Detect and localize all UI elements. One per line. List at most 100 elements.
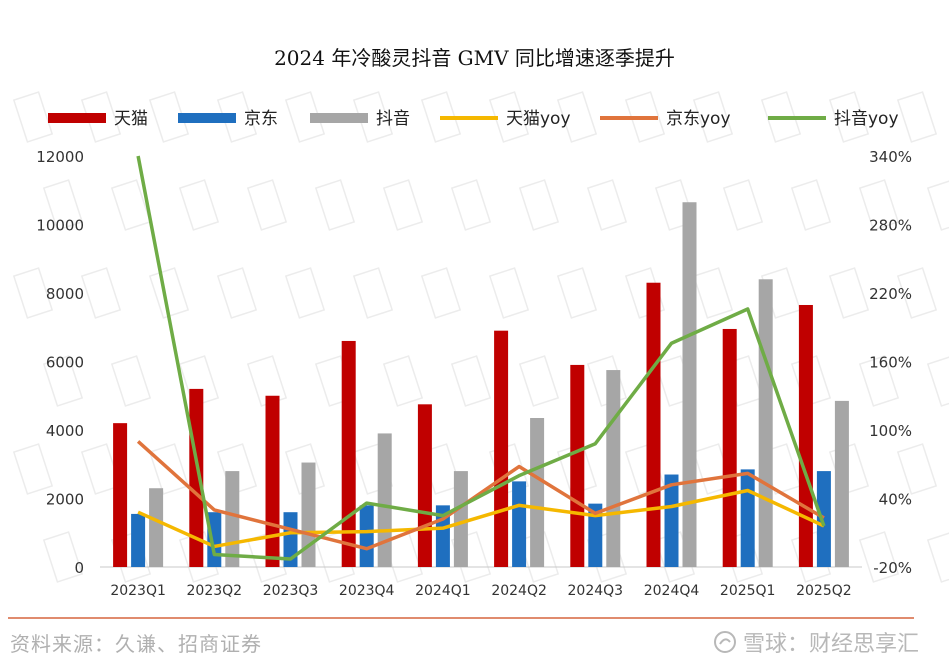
snowball-logo-icon — [713, 631, 736, 653]
watermark-pattern — [760, 91, 802, 143]
bar — [740, 469, 755, 567]
y-left-tick-label: 12000 — [36, 148, 84, 166]
watermark-pattern — [42, 355, 84, 407]
bar — [377, 433, 392, 567]
bar — [301, 462, 316, 567]
source-note: 资料来源：久谦、招商证券 — [10, 632, 262, 656]
legend-label: 抖音yoy — [834, 109, 899, 129]
watermark-pattern — [284, 267, 326, 319]
bar — [722, 328, 737, 567]
watermark-pattern — [178, 179, 220, 231]
watermark-pattern — [790, 179, 832, 231]
legend-swatch — [178, 113, 236, 123]
y-left-tick-label: 2000 — [46, 491, 84, 509]
watermark-pattern — [692, 267, 734, 319]
watermark-pattern — [148, 443, 190, 495]
watermark-pattern — [556, 267, 598, 319]
y-left-tick-label: 6000 — [46, 354, 84, 372]
bar — [834, 400, 849, 567]
bar — [341, 340, 356, 567]
legend-label: 京东 — [244, 109, 278, 129]
footer-divider — [8, 617, 914, 619]
y-left-tick-label: 8000 — [46, 285, 84, 303]
bar — [113, 423, 128, 567]
watermark-pattern — [420, 267, 462, 319]
watermark-pattern — [926, 531, 949, 583]
watermark-pattern — [148, 91, 190, 143]
x-tick-label: 2023Q3 — [263, 583, 319, 599]
x-axis: 2023Q1 2023Q2 2023Q3 2023Q4 2024Q1 2024Q2 2024… — [100, 566, 862, 599]
series-line — [136, 440, 825, 551]
legend-label: 抖音 — [376, 109, 410, 129]
series-line — [136, 155, 826, 561]
watermark-pattern — [722, 179, 764, 231]
y-right-tick-label: -20% — [873, 559, 912, 577]
x-tick-label: 2024Q2 — [491, 583, 547, 599]
bar — [512, 481, 527, 567]
x-tick-label: 2023Q2 — [187, 583, 243, 599]
bar — [494, 330, 509, 567]
x-tick-label: 2023Q4 — [339, 583, 395, 599]
bar — [453, 471, 468, 567]
bar — [417, 404, 432, 567]
legend-swatch — [310, 113, 368, 123]
bar — [265, 395, 280, 567]
y-left-tick-label: 0 — [74, 559, 84, 577]
watermark-pattern — [692, 91, 734, 143]
watermark-text: 雪球：财经思享汇 — [742, 632, 919, 657]
y-right-tick-label: 100% — [869, 422, 912, 440]
bar — [798, 304, 813, 567]
series-line — [137, 488, 825, 549]
x-tick-label: 2023Q1 — [110, 583, 166, 599]
watermark-pattern — [12, 443, 54, 495]
watermark-pattern — [80, 267, 122, 319]
watermark-pattern — [828, 267, 870, 319]
bar — [606, 370, 621, 567]
watermark-pattern — [624, 91, 666, 143]
x-tick-label: 2025Q2 — [796, 583, 852, 599]
legend-swatch — [48, 113, 106, 123]
bar — [588, 503, 603, 567]
watermark-pattern — [110, 355, 152, 407]
x-tick-label: 2024Q1 — [415, 583, 471, 599]
watermark-pattern — [42, 531, 84, 583]
watermark-pattern — [352, 267, 394, 319]
x-tick-label: 2024Q3 — [568, 583, 624, 599]
watermark-pattern — [450, 355, 492, 407]
watermark-pattern — [556, 91, 598, 143]
y-right-tick-label: 220% — [869, 285, 912, 303]
y-left-tick-label: 10000 — [36, 217, 84, 235]
watermark-pattern — [586, 179, 628, 231]
bar — [816, 471, 831, 567]
watermark-pattern — [518, 355, 560, 407]
watermark: 雪球：财经思享汇 — [713, 626, 919, 658]
y-right-tick-label: 160% — [869, 354, 912, 372]
legend-label: 天猫yoy — [506, 109, 571, 129]
bar — [225, 471, 240, 567]
watermark-pattern — [148, 267, 190, 319]
y-right-tick-label: 280% — [869, 217, 912, 235]
right-axis: -20% 40% 100% 160% 220% 280% 340% — [869, 148, 912, 577]
watermark-pattern — [12, 267, 54, 319]
bar — [131, 513, 146, 567]
watermark-pattern — [926, 355, 949, 407]
watermark-pattern — [488, 91, 530, 143]
watermark-pattern — [216, 267, 258, 319]
watermark-pattern — [858, 179, 900, 231]
watermark-pattern — [314, 179, 356, 231]
watermark-pattern — [42, 179, 84, 231]
watermark-pattern — [450, 179, 492, 231]
watermark-pattern — [926, 179, 949, 231]
bar — [530, 418, 545, 567]
bar — [570, 364, 585, 567]
bar — [664, 474, 679, 567]
watermark-pattern — [654, 179, 696, 231]
y-right-tick-label: 40% — [879, 491, 912, 509]
x-tick-label: 2025Q1 — [720, 583, 776, 599]
watermark-pattern — [382, 179, 424, 231]
watermark-pattern — [518, 179, 560, 231]
watermark-pattern — [896, 267, 938, 319]
y-right-tick-label: 340% — [869, 148, 912, 166]
left-axis: 0 2000 4000 6000 8000 10000 12000 — [36, 148, 84, 577]
